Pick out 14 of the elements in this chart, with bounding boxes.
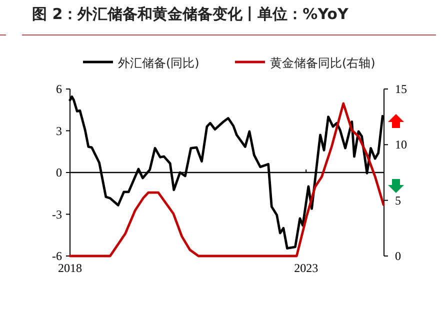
x-tick-label: 2023 [294, 261, 318, 275]
y-tick-label: 3 [56, 124, 62, 138]
y-tick-label: 0 [56, 166, 62, 180]
y-tick-label: -3 [52, 207, 62, 222]
x-tick-label: 2018 [58, 261, 82, 275]
legend-label: 外汇储备(同比) [118, 56, 200, 70]
y2-tick-label: 0 [395, 249, 401, 263]
y-tick-label: 6 [56, 82, 62, 96]
y2-tick-label: 10 [395, 138, 407, 152]
y-tick-label: -6 [52, 249, 62, 263]
legend-label: 黄金储备同比(右轴) [270, 56, 376, 70]
chart-title: 图 2：外汇储备和黄金储备变化丨单位：%YoY [32, 5, 350, 23]
y2-tick-label: 15 [395, 82, 407, 96]
y2-tick-label: 5 [395, 193, 401, 208]
